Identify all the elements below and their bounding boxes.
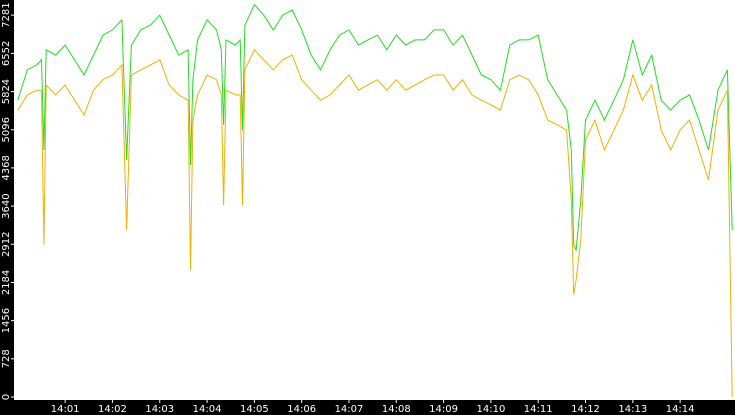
x-tick-label: 14:09: [429, 404, 458, 415]
x-tick-label: 14:14: [666, 404, 695, 415]
y-tick-label: 2912: [1, 232, 12, 257]
y-tick-label: 2184: [1, 270, 12, 295]
x-tick-label: 14:02: [98, 404, 127, 415]
y-axis-strip: [0, 0, 14, 415]
x-tick-label: 14:06: [287, 404, 316, 415]
y-tick-label: 4368: [1, 155, 12, 180]
series-line: [17, 3, 733, 253]
x-tick-label: 14:11: [524, 404, 553, 415]
y-tick-label: 5824: [1, 79, 12, 104]
y-tick-label: 3640: [1, 193, 12, 218]
x-tick-label: 14:10: [476, 404, 505, 415]
y-tick-label: 6552: [1, 41, 12, 66]
x-tick-label: 14:01: [51, 404, 80, 415]
x-axis-strip: [0, 400, 735, 415]
x-tick-label: 14:08: [382, 404, 411, 415]
y-tick-label: 7281: [1, 2, 12, 27]
y-tick-label: 728: [1, 349, 12, 368]
x-tick-label: 14:12: [571, 404, 600, 415]
x-tick-label: 14:13: [618, 404, 647, 415]
x-tick-label: 14:07: [335, 404, 364, 415]
y-tick-label: 5096: [1, 117, 12, 142]
x-tick-label: 14:04: [193, 404, 222, 415]
y-tick-label: 1456: [1, 308, 12, 333]
x-tick-label: 14:05: [240, 404, 269, 415]
y-tick-label: 0: [1, 394, 12, 400]
x-tick-label: 14:03: [145, 404, 174, 415]
series-line: [17, 48, 733, 398]
